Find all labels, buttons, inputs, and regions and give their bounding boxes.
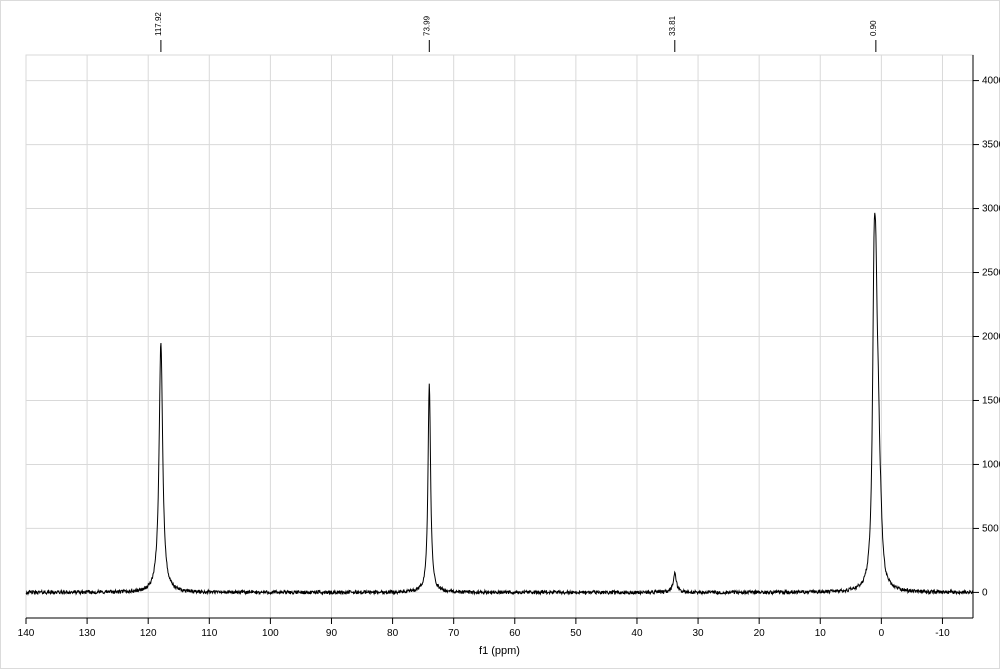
x-tick-label: 70 bbox=[448, 628, 460, 639]
x-tick-label: -10 bbox=[935, 628, 950, 639]
x-tick-label: 110 bbox=[201, 628, 217, 639]
y-tick-label: 1000 bbox=[982, 459, 1000, 470]
y-tick-label: 2500 bbox=[982, 268, 1000, 279]
x-tick-label: 60 bbox=[509, 628, 521, 639]
peak-label: 117.92 bbox=[154, 12, 163, 36]
x-tick-label: 0 bbox=[879, 628, 885, 639]
x-tick-label: 100 bbox=[262, 628, 279, 639]
y-tick-label: 1500 bbox=[982, 395, 1000, 406]
x-tick-label: 10 bbox=[815, 628, 827, 639]
x-tick-label: 120 bbox=[140, 628, 157, 639]
x-tick-label: 90 bbox=[326, 628, 338, 639]
x-tick-label: 50 bbox=[570, 628, 582, 639]
y-tick-label: 4000 bbox=[982, 76, 1000, 87]
y-tick-label: 2000 bbox=[982, 332, 1000, 343]
x-tick-label: 30 bbox=[693, 628, 705, 639]
y-tick-label: 500 bbox=[982, 523, 999, 534]
peak-label: 0.90 bbox=[869, 20, 878, 36]
x-tick-label: 130 bbox=[79, 628, 96, 639]
y-tick-label: 3500 bbox=[982, 140, 1000, 151]
spectrum-line bbox=[26, 213, 973, 594]
nmr-spectrum-chart: 1401301201101009080706050403020100-10f1 … bbox=[0, 0, 1000, 669]
x-tick-label: 40 bbox=[631, 628, 643, 639]
y-tick-label: 0 bbox=[982, 587, 988, 598]
peak-label: 33.81 bbox=[668, 15, 677, 36]
peak-label: 73.99 bbox=[422, 15, 431, 36]
y-tick-label: 3000 bbox=[982, 204, 1000, 215]
x-tick-label: 20 bbox=[754, 628, 766, 639]
x-tick-label: 140 bbox=[18, 628, 35, 639]
x-tick-label: 80 bbox=[387, 628, 399, 639]
x-axis-label: f1 (ppm) bbox=[479, 645, 520, 657]
